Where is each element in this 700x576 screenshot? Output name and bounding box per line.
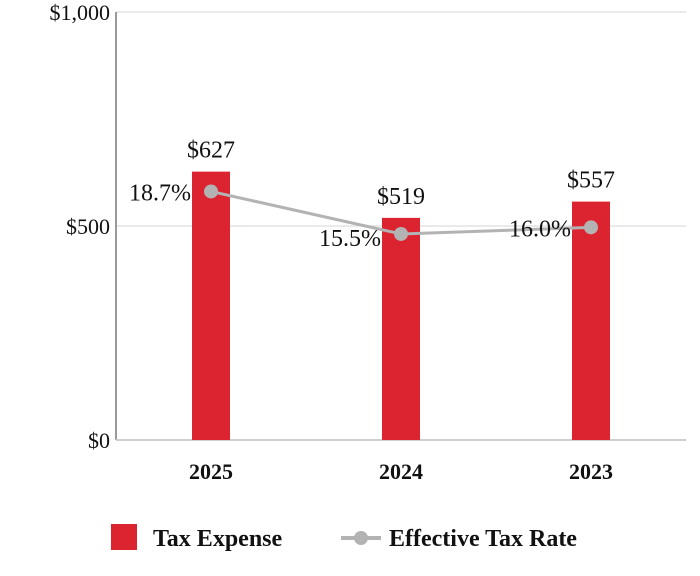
x-category-2025: 2025 — [189, 459, 233, 484]
rate-label-2024: 15.5% — [319, 226, 381, 252]
y-tick-label: $0 — [88, 428, 110, 453]
rate-series-points — [204, 184, 598, 241]
y-axis-ticks: $0 $500 $1,000 — [50, 0, 111, 453]
bar-label-2025: $627 — [187, 138, 235, 164]
x-category-2023: 2023 — [569, 459, 613, 484]
rate-data-labels: 18.7% 15.5% 16.0% — [129, 180, 571, 252]
bar-2023 — [572, 201, 610, 440]
legend-swatch-tax-expense — [111, 524, 137, 550]
rate-point-2023 — [584, 220, 598, 235]
legend-label-tax-expense: Tax Expense — [153, 526, 283, 552]
bar-series — [192, 171, 610, 441]
x-axis-categories: 2025 2024 2023 — [189, 459, 613, 484]
x-category-2024: 2024 — [379, 459, 423, 484]
bar-data-labels: $627 $519 $557 — [187, 138, 615, 210]
legend-swatch-marker-effective-tax-rate — [354, 531, 368, 545]
bar-label-2024: $519 — [377, 184, 425, 210]
rate-label-2025: 18.7% — [129, 180, 191, 206]
legend: Tax Expense Effective Tax Rate — [111, 524, 577, 552]
rate-point-2024 — [394, 226, 408, 241]
y-tick-label: $500 — [66, 214, 110, 239]
rate-label-2023: 16.0% — [509, 216, 571, 242]
bar-2024 — [382, 217, 420, 440]
legend-label-effective-tax-rate: Effective Tax Rate — [389, 526, 577, 552]
bar-2025 — [192, 171, 230, 441]
rate-point-2025 — [204, 184, 218, 199]
bar-label-2023: $557 — [567, 168, 615, 194]
y-tick-label: $1,000 — [50, 0, 111, 25]
